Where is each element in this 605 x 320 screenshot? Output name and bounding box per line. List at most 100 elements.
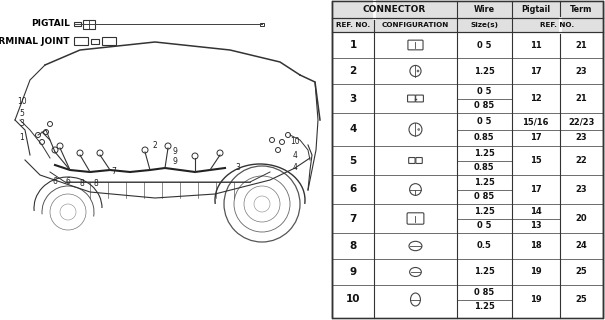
Text: 19: 19	[530, 295, 541, 304]
FancyBboxPatch shape	[416, 95, 424, 102]
Circle shape	[275, 148, 281, 153]
Text: CONNECTOR: CONNECTOR	[362, 5, 426, 14]
Text: 11: 11	[529, 41, 541, 50]
FancyBboxPatch shape	[408, 40, 423, 50]
Text: REF. NO.: REF. NO.	[540, 22, 574, 28]
Text: 1.25: 1.25	[474, 302, 494, 311]
Text: 10: 10	[290, 138, 300, 147]
Text: 9: 9	[350, 267, 357, 277]
Text: 6: 6	[53, 177, 57, 186]
Text: 10: 10	[17, 98, 27, 107]
Text: 5: 5	[350, 156, 357, 165]
Text: 22/23: 22/23	[568, 117, 595, 126]
Text: 8: 8	[350, 241, 357, 251]
FancyBboxPatch shape	[260, 22, 264, 26]
Circle shape	[165, 143, 171, 149]
Text: 0 85: 0 85	[474, 192, 494, 201]
FancyBboxPatch shape	[0, 0, 330, 320]
Text: 0 5: 0 5	[477, 117, 491, 126]
Circle shape	[217, 150, 223, 156]
Text: 17: 17	[530, 67, 541, 76]
Text: REF. NO.: REF. NO.	[336, 22, 370, 28]
Text: 21: 21	[575, 94, 587, 103]
Circle shape	[44, 130, 48, 134]
FancyBboxPatch shape	[332, 1, 603, 318]
Text: 21: 21	[575, 41, 587, 50]
Text: 6: 6	[350, 185, 357, 195]
Text: 13: 13	[530, 221, 541, 230]
FancyBboxPatch shape	[560, 1, 603, 18]
Text: 23: 23	[575, 67, 587, 76]
FancyBboxPatch shape	[91, 38, 99, 44]
Text: 20: 20	[575, 214, 587, 223]
FancyBboxPatch shape	[74, 37, 88, 45]
Text: 12: 12	[529, 94, 541, 103]
Text: 24: 24	[575, 242, 587, 251]
Text: 22: 22	[575, 156, 587, 165]
Text: 19: 19	[530, 268, 541, 276]
Text: Wire: Wire	[474, 5, 495, 14]
FancyBboxPatch shape	[511, 1, 560, 18]
Text: 2: 2	[152, 140, 157, 149]
Text: PIGTAIL: PIGTAIL	[31, 20, 70, 28]
Text: 10: 10	[346, 294, 361, 305]
Circle shape	[39, 140, 45, 145]
Text: 3: 3	[19, 119, 24, 129]
Text: 1.25: 1.25	[474, 67, 494, 76]
Circle shape	[97, 150, 103, 156]
Text: 17: 17	[530, 185, 541, 194]
Text: 0 5: 0 5	[477, 87, 491, 96]
FancyBboxPatch shape	[511, 18, 603, 32]
Circle shape	[280, 140, 284, 145]
Text: 7: 7	[350, 213, 357, 223]
Text: 2: 2	[350, 66, 357, 76]
Text: 3: 3	[235, 164, 240, 172]
Circle shape	[57, 143, 63, 149]
Text: 3: 3	[350, 93, 357, 103]
Text: Term: Term	[570, 5, 592, 14]
FancyBboxPatch shape	[332, 18, 374, 32]
FancyBboxPatch shape	[457, 18, 511, 32]
Text: 23: 23	[575, 185, 587, 194]
Text: 14: 14	[529, 207, 541, 216]
Circle shape	[286, 132, 290, 138]
Text: 4: 4	[350, 124, 357, 134]
Text: 8: 8	[80, 179, 84, 188]
Text: 1.25: 1.25	[474, 149, 494, 158]
Text: 7: 7	[111, 166, 116, 175]
Text: 0 85: 0 85	[474, 101, 494, 110]
Text: 17: 17	[530, 132, 541, 141]
Text: 25: 25	[575, 295, 587, 304]
Text: 0.85: 0.85	[474, 132, 494, 141]
Text: 25: 25	[575, 268, 587, 276]
Text: 8: 8	[94, 180, 99, 188]
Text: 1: 1	[19, 132, 24, 141]
Text: TERMINAL JOINT: TERMINAL JOINT	[0, 36, 70, 45]
Text: 18: 18	[530, 242, 541, 251]
Circle shape	[269, 138, 275, 142]
FancyBboxPatch shape	[102, 37, 116, 45]
FancyBboxPatch shape	[416, 157, 422, 164]
Text: 9: 9	[172, 157, 177, 166]
Circle shape	[77, 150, 83, 156]
Text: Size(s): Size(s)	[470, 22, 498, 28]
FancyBboxPatch shape	[332, 1, 457, 18]
Text: 0 5: 0 5	[477, 221, 491, 230]
Text: 5: 5	[19, 108, 24, 117]
Text: 0.5: 0.5	[477, 242, 491, 251]
Text: Pigtail: Pigtail	[521, 5, 550, 14]
Circle shape	[192, 153, 198, 159]
FancyBboxPatch shape	[408, 95, 415, 102]
Text: 15/16: 15/16	[522, 117, 549, 126]
Text: 4: 4	[293, 150, 298, 159]
Text: 4: 4	[293, 164, 298, 172]
Text: 0.85: 0.85	[474, 163, 494, 172]
Circle shape	[417, 70, 419, 72]
Circle shape	[52, 147, 58, 153]
Circle shape	[417, 129, 420, 131]
Text: 1: 1	[350, 40, 357, 50]
Text: 0 5: 0 5	[477, 41, 491, 50]
Text: 6: 6	[65, 178, 70, 187]
Text: 1.25: 1.25	[474, 268, 494, 276]
Circle shape	[48, 122, 53, 126]
